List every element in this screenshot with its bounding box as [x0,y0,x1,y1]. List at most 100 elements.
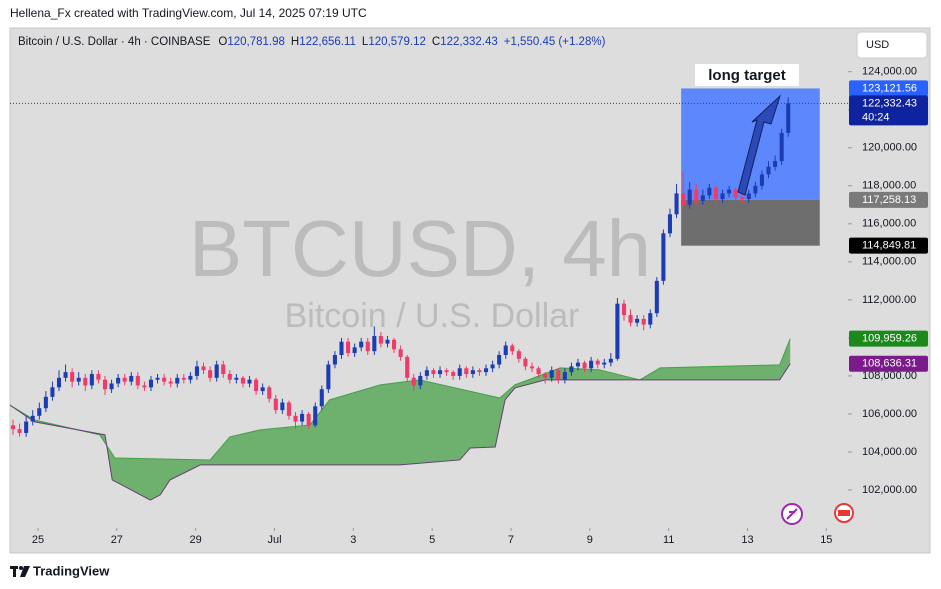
candle-body [411,377,416,386]
ohlc-value: 122,332.43 [440,36,498,48]
candle-body [733,189,738,198]
candle-body [438,370,443,375]
ohlc-value: 122,656.11 [299,36,356,48]
arrow-head [737,94,782,196]
symbol-title: Bitcoin / U.S. Dollar · 4h · COINBASE [18,36,211,48]
watermark-subtitle: Bitcoin / U.S. Dollar [285,297,580,335]
candle-body [168,381,173,384]
candle-body [661,233,666,281]
candle-body [129,375,134,382]
price-label-bg [849,95,928,126]
x-tick-label: 29 [190,534,202,546]
candle-body [759,174,764,186]
candle-body [372,335,377,352]
cloud-fill [10,338,791,501]
x-tick-label: 7 [508,534,514,546]
currency-button[interactable] [856,31,928,59]
price-label-bg [849,191,928,208]
candle-body [569,366,574,373]
candle-body [444,370,449,373]
ohlc-value: 120,579.12 [368,36,426,48]
y-tick-label: 108,000.00 [862,370,917,382]
ohlc-key: H [291,36,299,48]
candle-body [17,429,22,433]
watermark: BTCUSD, 4h [189,204,651,293]
price-label: 114,849.81 [862,240,916,252]
candle-body [451,372,456,376]
candle-body [602,362,607,365]
candle-body [556,370,561,380]
candle-body [549,370,554,378]
candle-body [155,377,160,380]
candle-body [24,421,29,433]
brand: TradingView [33,563,110,578]
candle-body [431,370,436,375]
candle-body [681,193,686,205]
candle-body [687,189,692,205]
price-label-bg [849,330,928,347]
candle-body [227,374,232,380]
legend: Bitcoin / U.S. Dollar · 4h · COINBASE O 12… [18,36,606,48]
y-tick-label: 116,000.00 [862,218,916,230]
candle-body [595,360,600,365]
candle-body [753,185,758,194]
candle-body [83,377,88,386]
candle-body [273,398,278,411]
candle-body [490,364,495,369]
candle-body [457,368,462,376]
candle-body [700,195,705,202]
candle-body [418,375,423,386]
candle-body [398,349,403,357]
candle-body [76,377,81,382]
x-tick-label: 27 [111,534,123,546]
candle-body [746,193,751,200]
candle-body [694,189,699,202]
price-label-bg [849,237,928,254]
candle-body [378,335,383,344]
x-tick-label: 13 [741,534,753,546]
candle-body [628,315,633,323]
candle-body [326,364,331,390]
target-label: long target [708,67,786,84]
candle-body [510,345,515,352]
candle-body [306,413,311,426]
candle-body [50,387,55,397]
candle-body [635,318,640,323]
candle-body [221,364,226,375]
candle-body [503,345,508,355]
candle-body [766,166,771,175]
currency[interactable]: USD [866,39,889,51]
candle-body [707,187,712,196]
candle-body [654,280,659,314]
price-label-bg [849,80,928,97]
candle-body [10,425,16,430]
plot-area: BTCUSD, 4h Bitcoin / U.S. Dollar [10,88,848,501]
candle-body [56,377,62,388]
candle-body [641,318,646,325]
candle-body [313,406,318,426]
candle-body [497,354,502,365]
ohlc-key: O [218,36,227,48]
candle-body [116,377,121,384]
candle-body [477,370,482,373]
x-tick-label: 5 [429,534,435,546]
candle-body [608,358,613,363]
candle-body [319,389,324,407]
ohlc-change: +1,550.45 (+1.28%) [504,36,606,48]
candle-body [30,415,35,422]
x-tick-label: Jul [267,534,281,546]
candle-body [562,372,567,380]
candle-body [260,387,265,392]
x-tick-label: 15 [820,534,832,546]
candle-body [359,341,364,348]
candle-body [464,368,469,375]
candle-body [713,187,718,200]
candle-body [720,193,725,200]
y-tick-label: 106,000.00 [862,408,917,420]
candle-body [648,313,653,325]
x-tick-label: 11 [663,534,674,546]
price-label: 117,258.13 [862,194,916,206]
candle-body [346,341,351,354]
candle-body [89,374,94,386]
